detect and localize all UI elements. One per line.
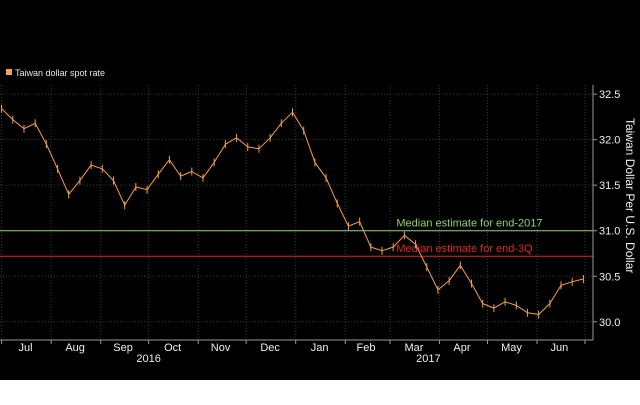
x-tick-label: Jan xyxy=(311,342,329,354)
reference-lines: Median estimate for end-2017 Median estim… xyxy=(0,218,593,257)
axis-layer: 32.5 32.0 31.5 31.0 30.5 30.0 Jul Aug Sep Oct Nov D… xyxy=(0,85,620,365)
x-tick-label: Feb xyxy=(357,342,376,354)
series-layer xyxy=(1,104,584,319)
legend: Taiwan dollar spot rate xyxy=(6,68,105,78)
x-tick-label: Dec xyxy=(260,342,280,354)
reference-line-label: Median estimate for end-2017 xyxy=(396,218,542,230)
x-tick-label: Jul xyxy=(19,342,33,354)
y-tick-label: 32.0 xyxy=(599,135,620,147)
x-tick-label: Apr xyxy=(453,342,470,354)
year-label: 2016 xyxy=(136,353,160,365)
y-tick-label: 30.0 xyxy=(599,317,620,329)
y-tick-label: 31.5 xyxy=(599,180,620,192)
year-label: 2017 xyxy=(416,353,440,365)
chart-background xyxy=(0,0,640,380)
y-tick-label: 31.0 xyxy=(599,226,620,238)
x-tick-label: Aug xyxy=(65,342,85,354)
y-tick-label: 32.5 xyxy=(599,89,620,101)
x-tick-label: Oct xyxy=(164,342,181,354)
x-tick-label: Mar xyxy=(405,342,424,354)
x-tick-label: May xyxy=(501,342,522,354)
grid-layer xyxy=(0,85,593,340)
x-tick-label: Jun xyxy=(551,342,569,354)
x-tick-label: Sep xyxy=(113,342,133,354)
x-tick-label: Nov xyxy=(211,342,231,354)
legend-label: Taiwan dollar spot rate xyxy=(15,68,105,78)
reference-line-label: Median estimate for end-3Q xyxy=(396,243,533,255)
y-tick-label: 30.5 xyxy=(599,271,620,283)
legend-swatch xyxy=(6,69,12,75)
y-axis-title: Taiwan Dollar Per U.S. Dollar xyxy=(623,118,637,273)
